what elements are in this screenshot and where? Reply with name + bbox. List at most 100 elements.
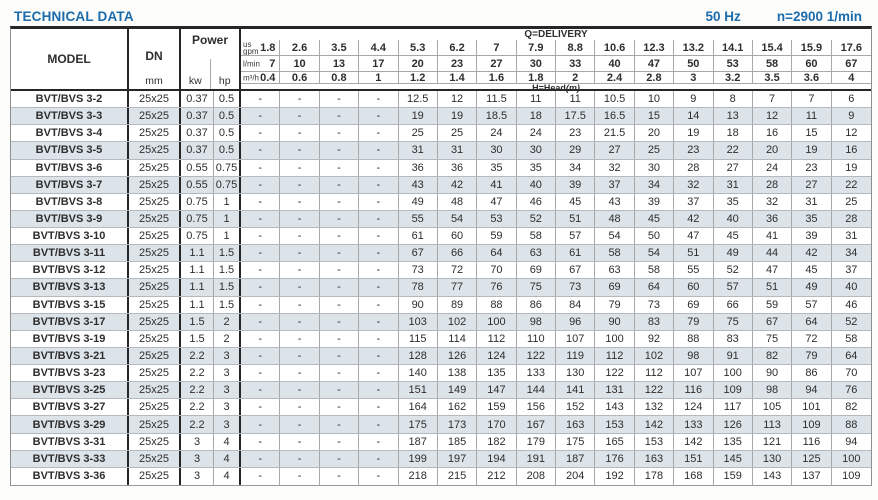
head-value-cell: - <box>280 262 320 279</box>
head-value-cell: - <box>320 416 360 433</box>
head-value-cell: - <box>280 365 320 382</box>
dn-cell: 25x25 <box>129 347 181 365</box>
model-cell: BVT/BVS 3-2 <box>11 91 129 108</box>
head-value-cell: 23 <box>792 159 832 176</box>
power-label: Power <box>191 33 228 47</box>
head-value-cell: 73 <box>556 279 596 296</box>
head-value-cell: - <box>280 433 320 450</box>
table-row: BVT/BVS 3-12 25x25 1.1 1.5- - - -73 72 70 69 67 63 5… <box>11 262 871 280</box>
head-value-cell: - <box>359 416 399 433</box>
table-row: BVT/BVS 3-15 25x25 1.1 1.5- - - -90 89 88 86 84 79 7… <box>11 296 871 314</box>
table-row: BVT/BVS 3-2 25x25 0.37 0.5- - - -12.5 12 11.5 11 1… <box>11 91 871 109</box>
delivery-header-value: 60 <box>792 56 832 71</box>
head-value-cell: 58 <box>595 245 635 262</box>
power-hp-cell: 2 <box>214 330 241 347</box>
head-value-cell: 112 <box>635 365 675 382</box>
head-value-cell: 64 <box>635 279 675 296</box>
head-value-cell: 107 <box>674 365 714 382</box>
head-value-cell: - <box>241 210 281 228</box>
power-hp-cell: 0.5 <box>214 142 241 159</box>
head-value-cell: 130 <box>556 365 596 382</box>
delivery-unit-row: us gpm 1.8 2.6 3.5 4.4 5.3 6.2 7 7.9 8.8 10.6 12.3 13… <box>241 40 871 56</box>
speed-label: n=2900 1/min <box>776 8 862 24</box>
head-value-cell: 122 <box>635 382 675 399</box>
model-cell: BVT/BVS 3-17 <box>11 313 129 330</box>
dn-cell: 25x25 <box>129 330 181 347</box>
head-value-cell: - <box>359 365 399 382</box>
head-value-cell: - <box>359 467 399 485</box>
head-value-cell: 133 <box>517 365 556 382</box>
head-value-cell: 25 <box>399 125 438 142</box>
table-row: BVT/BVS 3-17 25x25 1.5 2- - - -103 102 100 98 96 90… <box>11 313 871 331</box>
head-value-cell: 92 <box>635 330 675 347</box>
head-value-cell: - <box>320 108 360 125</box>
head-value-cell: - <box>320 125 360 142</box>
head-value-cell: - <box>320 296 360 313</box>
head-value-cell: 57 <box>714 279 753 296</box>
head-value-cell: 55 <box>674 262 714 279</box>
head-value-cell: 16 <box>753 125 793 142</box>
column-header-dn: DN mm <box>129 29 181 89</box>
head-value-cell: 41 <box>477 176 517 193</box>
delivery-header-value: 17 <box>359 56 399 71</box>
power-kw-cell: 3 <box>181 433 214 450</box>
head-value-cell: 102 <box>635 347 675 365</box>
head-value-cell: 25 <box>845 195 858 208</box>
model-cell: BVT/BVS 3-11 <box>11 245 129 262</box>
head-value-cell: 156 <box>517 399 556 416</box>
power-kw-cell: 0.37 <box>181 125 214 142</box>
head-value-cell: 107 <box>556 330 596 347</box>
head-value-cell: 187 <box>399 433 438 450</box>
dn-cell: 25x25 <box>129 262 181 279</box>
table-row: BVT/BVS 3-7 25x25 0.55 0.75- - - -43 42 41 40 39 37… <box>11 176 871 194</box>
head-value-cell: 90 <box>399 296 438 313</box>
head-value-cell: 27 <box>714 159 753 176</box>
head-value-cell: - <box>320 433 360 450</box>
head-value-cell: - <box>280 399 320 416</box>
power-hp-cell: 3 <box>214 365 241 382</box>
head-value-cell: 98 <box>753 382 793 399</box>
table-row: BVT/BVS 3-6 25x25 0.55 0.75- - - -36 36 35 35 34 32… <box>11 159 871 177</box>
head-value-cell: 82 <box>845 401 858 414</box>
head-value-cell: 175 <box>399 416 438 433</box>
head-value-cell: 17.5 <box>556 108 596 125</box>
model-cell: BVT/BVS 3-10 <box>11 228 129 245</box>
head-value-cell: 100 <box>595 330 635 347</box>
head-value-cell: 86 <box>792 365 832 382</box>
power-kw-cell: 1.1 <box>181 296 214 313</box>
head-value-cell: 100 <box>714 365 753 382</box>
head-value-cell: 41 <box>753 228 793 245</box>
head-value-cell: 19 <box>399 108 438 125</box>
dn-cell: 25x25 <box>129 416 181 433</box>
head-value-cell: 122 <box>517 347 556 365</box>
delivery-header-value: 4 <box>848 72 855 83</box>
delivery-header-value: 1.6 <box>477 72 517 83</box>
head-value-cell: 46 <box>517 193 556 210</box>
delivery-header-value: 23 <box>438 56 478 71</box>
power-kw-cell: 3 <box>181 467 214 485</box>
head-value-cell: 23 <box>556 125 596 142</box>
head-value-cell: 54 <box>595 228 635 245</box>
model-cell: BVT/BVS 3-6 <box>11 159 129 176</box>
head-value-cell: - <box>320 313 360 330</box>
head-value-cell: 39 <box>792 228 832 245</box>
power-hp-cell: 3 <box>214 347 241 365</box>
dn-cell: 25x25 <box>129 125 181 142</box>
table-row: BVT/BVS 3-11 25x25 1.1 1.5- - - -67 66 64 63 61 58 5… <box>11 245 871 263</box>
power-hp-cell: 1 <box>214 210 241 228</box>
table-row: BVT/BVS 3-21 25x25 2.2 3- - - -128 126 124 122 119… <box>11 347 871 366</box>
head-value-cell: 45 <box>792 262 832 279</box>
head-value-cell: - <box>359 279 399 296</box>
head-value-cell: 75 <box>714 313 753 330</box>
head-value-cell: - <box>241 176 281 193</box>
head-value-cell: - <box>359 313 399 330</box>
head-value-cell: - <box>241 296 281 313</box>
head-value-cell: 79 <box>595 296 635 313</box>
power-hp-cell: 1 <box>214 228 241 245</box>
head-label-unit: (m) <box>565 83 580 93</box>
head-value-cell: 12 <box>845 127 858 140</box>
head-value-cell: 159 <box>714 467 753 485</box>
head-value-cell: 7 <box>792 91 832 108</box>
head-value-cell: 70 <box>477 262 517 279</box>
head-value-cell: 113 <box>753 416 793 433</box>
